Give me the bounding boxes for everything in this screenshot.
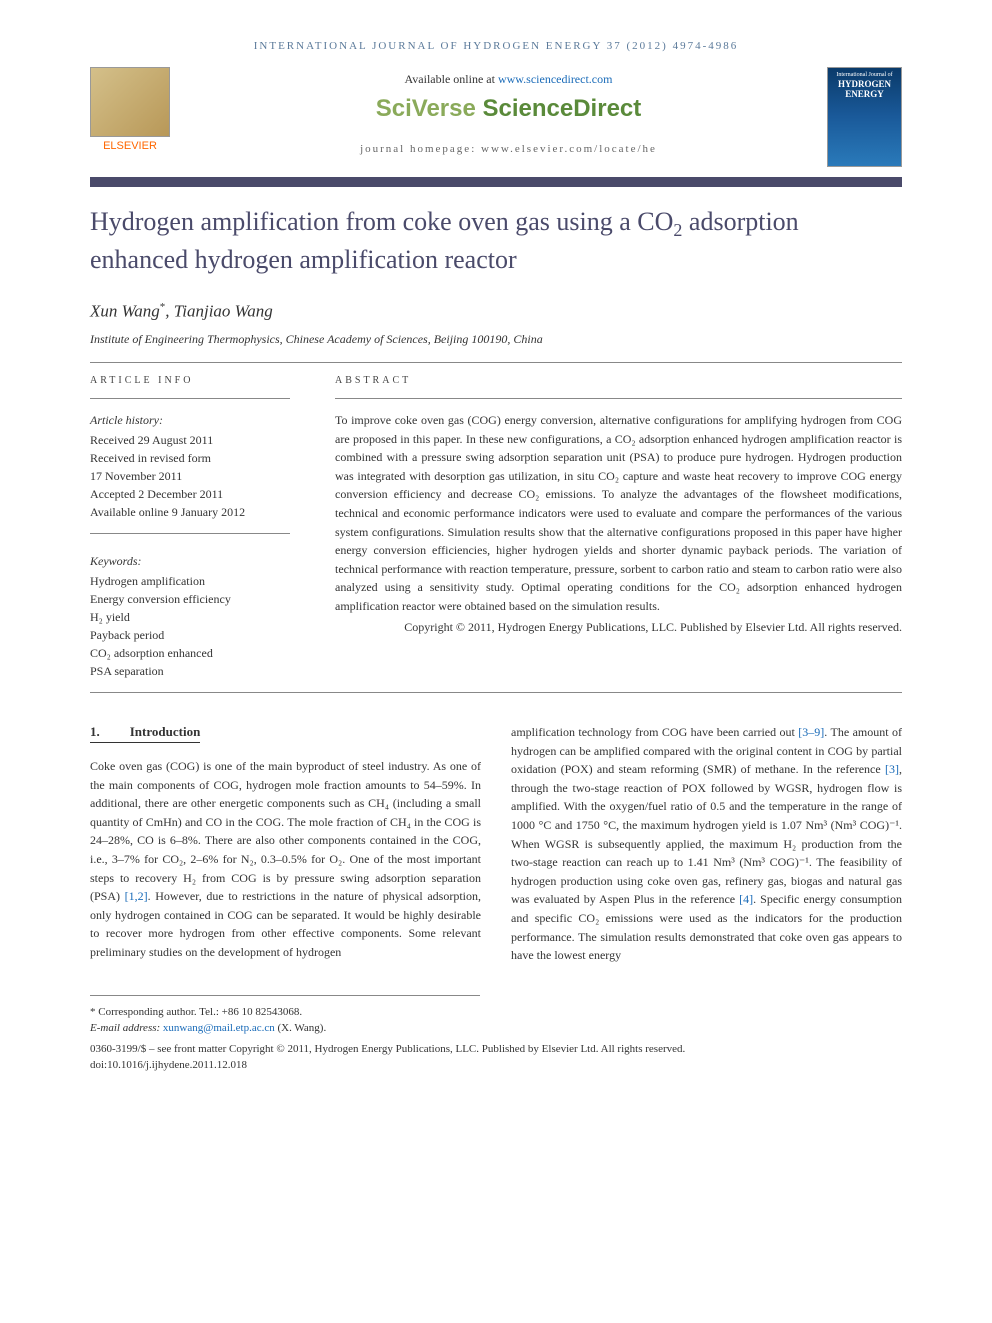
keyword-1: Hydrogen amplification — [90, 572, 290, 590]
revised-date-1: Received in revised form — [90, 449, 290, 467]
footnotes: * Corresponding author. Tel.: +86 10 825… — [90, 995, 480, 1037]
col2-text-c: , through the two-stage reaction of POX … — [511, 762, 902, 906]
revised-date-2: 17 November 2011 — [90, 467, 290, 485]
affiliation: Institute of Engineering Thermophysics, … — [90, 332, 902, 347]
keyword-3: H₂ yield — [90, 608, 290, 626]
section-heading-intro: 1. Introduction — [90, 724, 200, 743]
author-2: Tianjiao Wang — [174, 302, 273, 321]
running-head: INTERNATIONAL JOURNAL OF HYDROGEN ENERGY… — [90, 40, 902, 52]
divider-top — [90, 362, 902, 363]
received-date: Received 29 August 2011 — [90, 431, 290, 449]
info-divider-1 — [90, 398, 290, 399]
sciencedirect-link[interactable]: www.sciencedirect.com — [498, 72, 613, 86]
masthead-center: Available online at www.sciencedirect.co… — [190, 67, 827, 155]
issn-copyright: 0360-3199/$ – see front matter Copyright… — [90, 1041, 902, 1058]
email-line: E-mail address: xunwang@mail.etp.ac.cn (… — [90, 1020, 480, 1037]
bottom-meta: 0360-3199/$ – see front matter Copyright… — [90, 1041, 902, 1074]
available-online: Available online at www.sciencedirect.co… — [190, 72, 827, 87]
info-divider-2 — [90, 533, 290, 534]
abstract-text: To improve coke oven gas (COG) energy co… — [335, 411, 902, 616]
section-number: 1. — [90, 724, 100, 739]
abstract-divider — [335, 398, 902, 399]
online-date: Available online 9 January 2012 — [90, 503, 290, 521]
publisher-name: ELSEVIER — [90, 140, 170, 152]
elsevier-tree-icon — [90, 67, 170, 137]
doi: doi:10.1016/j.ijhydene.2011.12.018 — [90, 1057, 902, 1074]
ref-link-3[interactable]: [3] — [885, 762, 899, 776]
ref-link-4[interactable]: [4] — [739, 892, 753, 906]
keyword-4: Payback period — [90, 626, 290, 644]
cover-journal-top: International Journal of — [832, 72, 897, 78]
body-col-1: 1. Introduction Coke oven gas (COG) is on… — [90, 723, 481, 965]
intro-paragraph-1: Coke oven gas (COG) is one of the main b… — [90, 757, 481, 962]
ref-link-1-2[interactable]: [1,2] — [125, 889, 148, 903]
keywords-label: Keywords: — [90, 552, 290, 570]
author-sep: , — [165, 302, 174, 321]
title-rule — [90, 177, 902, 187]
article-info-column: ARTICLE INFO Article history: Received 2… — [90, 375, 290, 680]
meta-section: ARTICLE INFO Article history: Received 2… — [90, 375, 902, 680]
publisher-logo: ELSEVIER — [90, 67, 170, 162]
keyword-6: PSA separation — [90, 662, 290, 680]
keywords-block: Keywords: Hydrogen amplification Energy … — [90, 552, 290, 680]
intro-paragraph-2: amplification technology from COG have b… — [511, 723, 902, 965]
abstract-copyright: Copyright © 2011, Hydrogen Energy Public… — [335, 620, 902, 635]
journal-homepage: journal homepage: www.elsevier.com/locat… — [190, 143, 827, 155]
journal-cover-thumbnail: International Journal of HYDROGEN ENERGY — [827, 67, 902, 167]
history-label: Article history: — [90, 411, 290, 429]
body-columns: 1. Introduction Coke oven gas (COG) is on… — [90, 723, 902, 965]
article-history: Article history: Received 29 August 2011… — [90, 411, 290, 521]
abstract-label: ABSTRACT — [335, 375, 902, 386]
email-link[interactable]: xunwang@mail.etp.ac.cn — [163, 1022, 275, 1034]
available-prefix: Available online at — [405, 72, 498, 86]
sciverse-text: SciVerse — [376, 95, 476, 122]
masthead: ELSEVIER Available online at www.science… — [90, 67, 902, 167]
email-post: (X. Wang). — [275, 1022, 326, 1034]
authors: Xun Wang*, Tianjiao Wang — [90, 301, 902, 322]
col2-text-a: amplification technology from COG have b… — [511, 725, 798, 739]
corresponding-author: * Corresponding author. Tel.: +86 10 825… — [90, 1004, 480, 1021]
article-info-label: ARTICLE INFO — [90, 375, 290, 386]
keyword-5: CO₂ adsorption enhanced — [90, 644, 290, 662]
ref-link-3-9[interactable]: [3–9] — [798, 725, 824, 739]
sciencedirect-text: ScienceDirect — [476, 95, 641, 122]
body-col-2: amplification technology from COG have b… — [511, 723, 902, 965]
title-pre: Hydrogen amplification from coke oven ga… — [90, 207, 673, 236]
abstract-column: ABSTRACT To improve coke oven gas (COG) … — [335, 375, 902, 680]
cover-journal-main: HYDROGEN ENERGY — [832, 80, 897, 100]
email-label: E-mail address: — [90, 1022, 163, 1034]
article-title: Hydrogen amplification from coke oven ga… — [90, 205, 902, 276]
keyword-2: Energy conversion efficiency — [90, 590, 290, 608]
col1-text-b: . However, due to restrictions in the na… — [90, 889, 481, 959]
section-title: Introduction — [130, 724, 201, 739]
divider-bottom — [90, 692, 902, 693]
col1-text-a: Coke oven gas (COG) is one of the main b… — [90, 759, 481, 903]
author-1: Xun Wang — [90, 302, 160, 321]
platform-logo: SciVerse ScienceDirect — [190, 95, 827, 123]
accepted-date: Accepted 2 December 2011 — [90, 485, 290, 503]
